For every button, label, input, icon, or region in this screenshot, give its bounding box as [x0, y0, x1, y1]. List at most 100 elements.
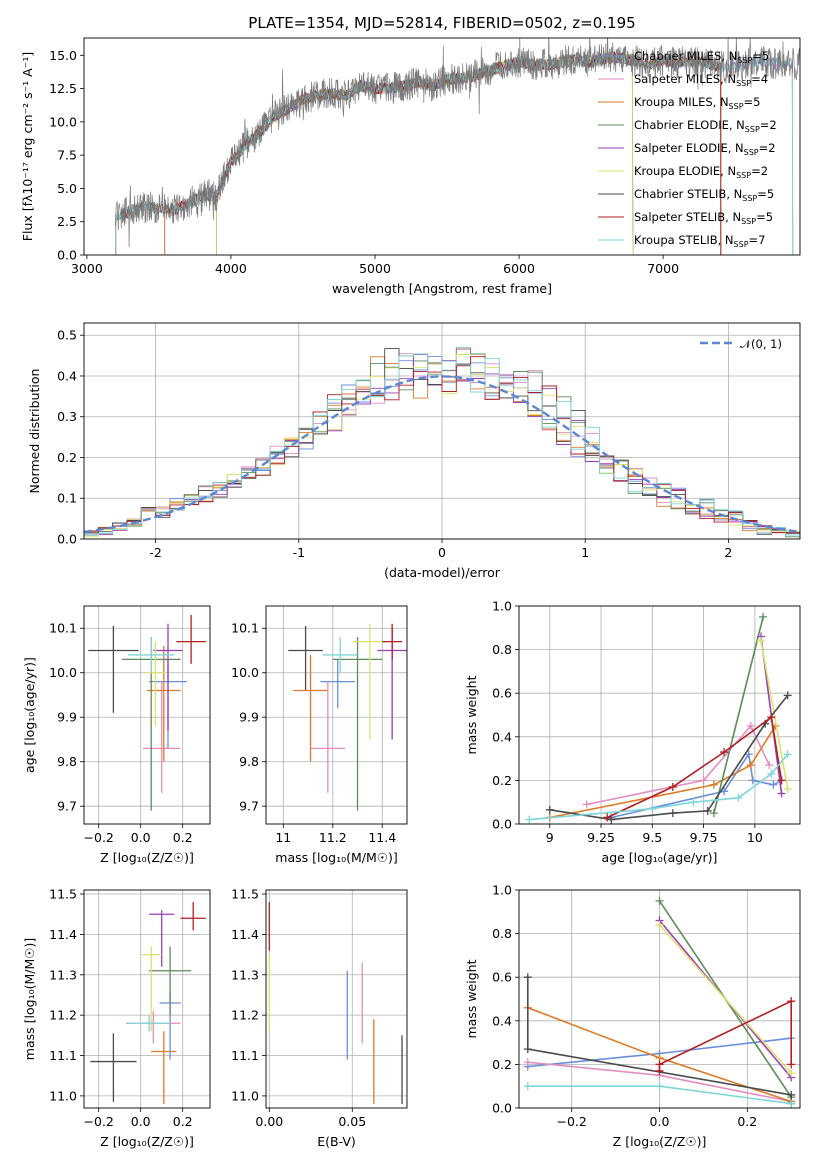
weight-marker: [655, 1082, 664, 1091]
legend-entry: Salpeter MILES, NSSP=4: [634, 72, 768, 88]
x-axis-label: E(B-V): [317, 1134, 356, 1149]
weight-marker: [757, 636, 766, 645]
y-axis-label: mass weight: [464, 675, 479, 754]
weight-line: [713, 616, 764, 814]
x-tick-label: 11.4: [368, 830, 396, 845]
y-axis-label: mass weight: [464, 959, 479, 1038]
weight-marker: [746, 721, 755, 730]
y-tick-label: 11.5: [231, 887, 259, 902]
legend-series-name: Chabrier MILES, N: [634, 49, 737, 63]
legend-series-name: Kroupa STELIB, N: [634, 233, 734, 247]
x-axis-label: (data-model)/error: [384, 565, 501, 580]
y-tick-label: 11.2: [49, 1008, 77, 1023]
y-tick-label: 9.9: [57, 710, 77, 725]
x-tick-label: 11: [275, 830, 291, 845]
y-axis-label: Normed distribution: [27, 369, 42, 494]
weight-line: [658, 924, 792, 1074]
y-tick-label: 0.1: [57, 491, 77, 506]
weight-marker: [787, 1099, 796, 1108]
legend-entry: Chabrier STELIB, NSSP=5: [634, 187, 774, 203]
y-tick-label: 2.5: [57, 214, 77, 229]
normal-curve: [84, 375, 800, 534]
y-tick-label: 0.3: [57, 409, 77, 424]
weight-line: [529, 753, 789, 821]
y-tick-label: 10.0: [49, 114, 77, 129]
legend-entry: Chabrier MILES, NSSP=5: [634, 49, 769, 65]
weight-marker: [783, 750, 792, 759]
weight-marker: [655, 1060, 664, 1069]
weight-marker: [759, 612, 768, 621]
errorbar-point: [151, 1031, 177, 1104]
legend-entry: Chabrier ELODIE, NSSP=2: [634, 118, 777, 134]
panel-8: −0.2 0.0 0.2 0.0 0.2 0.4 0.6 0.8 1.0 Z [log₁₀(Z/Z…: [464, 883, 801, 1149]
x-axis-label: age [log₁₀(age/yr)]: [602, 850, 718, 865]
y-tick-label: 0.0: [492, 1101, 512, 1116]
weight-marker: [783, 691, 792, 700]
y-tick-label: 9.7: [239, 799, 259, 814]
weight-marker: [734, 793, 743, 802]
weight-marker: [655, 920, 664, 929]
weight-marker: [783, 785, 792, 794]
x-tick-label: 6000: [503, 261, 535, 276]
observed-spectrum-line: [115, 38, 800, 248]
errorbar-point: [142, 681, 181, 793]
x-tick-label: 9.75: [690, 830, 718, 845]
plot-area: [523, 896, 796, 1108]
weight-marker: [689, 798, 698, 807]
weight-marker: [699, 776, 708, 785]
errorbar-point: [153, 623, 183, 731]
errorbar-point: [149, 910, 175, 967]
histogram-step: [84, 356, 800, 539]
errorbar-point: [128, 1015, 171, 1032]
x-tick-label: 3000: [71, 261, 103, 276]
legend-series-name: Salpeter ELODIE, N: [634, 141, 744, 155]
x-axis-label: wavelength [Angstrom, rest frame]: [332, 281, 552, 296]
legend-entry: Kroupa MILES, NSSP=5: [634, 95, 760, 111]
y-tick-label: 5.0: [57, 181, 77, 196]
errorbar-point: [352, 623, 388, 740]
weight-marker: [777, 776, 786, 785]
axes-frame: [83, 605, 211, 825]
y-tick-label: 1.0: [492, 883, 512, 898]
x-tick-label: −0.2: [84, 830, 114, 845]
errorbar-point: [320, 659, 356, 709]
errorbar-point: [144, 641, 166, 727]
weight-marker: [648, 804, 657, 813]
y-tick-label: 0.6: [492, 686, 512, 701]
y-tick-label: 11.4: [49, 927, 77, 942]
errorbar-point: [90, 1033, 137, 1102]
y-tick-label: 9.9: [239, 710, 259, 725]
weight-line: [658, 999, 792, 1071]
panel-5: 9 9.25 9.5 9.75 10 0.0 0.2 0.4 0.6 0.8 1.0 age [log…: [464, 599, 801, 865]
x-tick-label: 5000: [359, 261, 391, 276]
y-tick-label: 10.0: [49, 665, 77, 680]
axes-frame: [83, 889, 211, 1109]
y-tick-label: 9.8: [239, 754, 259, 769]
legend-series-name: Chabrier ELODIE, N: [634, 118, 745, 132]
x-tick-label: 2: [724, 545, 732, 560]
y-tick-label: 10.1: [231, 621, 259, 636]
x-tick-label: 10: [747, 830, 763, 845]
y-tick-label: 0.8: [492, 926, 512, 941]
legend-series-name: Salpeter STELIB, N: [634, 210, 741, 224]
y-tick-label: 11.5: [49, 887, 77, 902]
x-tick-label: 0.0: [131, 1114, 151, 1129]
x-tick-label: 0.00: [255, 1114, 283, 1129]
weight-marker: [655, 896, 664, 905]
weight-marker: [748, 776, 757, 785]
weight-marker: [545, 805, 554, 814]
x-tick-label: 0.05: [338, 1114, 366, 1129]
weight-marker: [744, 750, 753, 759]
x-tick-label: 11.2: [319, 830, 347, 845]
x-tick-label: 9: [546, 830, 554, 845]
y-tick-label: 1.0: [492, 599, 512, 614]
y-tick-label: 11.3: [231, 967, 259, 982]
weight-marker: [668, 782, 677, 791]
y-axis-label: Flux [fλ10⁻¹⁷ erg cm⁻² s⁻¹ A⁻¹]: [20, 52, 35, 241]
weight-marker: [523, 1058, 532, 1067]
errorbar-point: [176, 614, 206, 664]
plot-area: [90, 902, 206, 1104]
panel-2: -2 -1 0 1 2 0.0 0.1 0.2 0.3 0.4 0.5 (data-model)/er…: [27, 322, 801, 580]
weight-line: [586, 724, 770, 806]
